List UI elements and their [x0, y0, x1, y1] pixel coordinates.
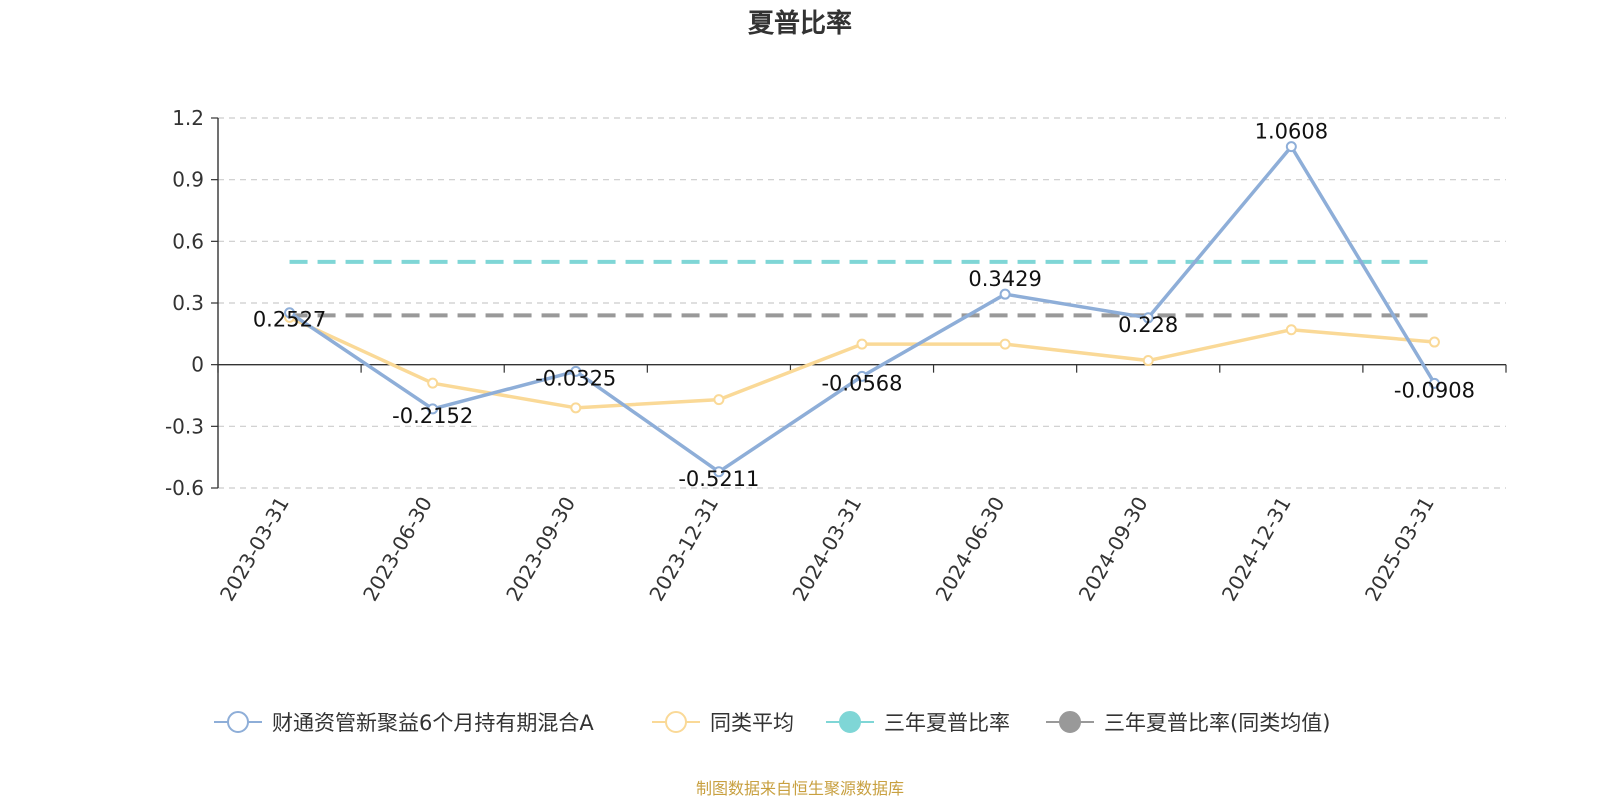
data-point[interactable] — [1285, 141, 1297, 153]
data-point[interactable] — [1142, 312, 1154, 324]
data-label: -0.2152 — [392, 404, 473, 428]
legend-item-3[interactable]: 三年夏普比率(同类均值) — [1046, 711, 1330, 735]
legend-marker — [1059, 711, 1081, 733]
y-tick-label: 0.9 — [172, 168, 204, 192]
data-point[interactable] — [570, 365, 582, 377]
grid-lines — [218, 117, 1506, 489]
data-label: 0.228 — [1118, 313, 1178, 337]
data-label: 1.0608 — [1255, 120, 1328, 144]
legend-marker — [665, 711, 687, 733]
y-tick-label: 1.2 — [172, 106, 204, 130]
x-tick-label: 2023-06-30 — [358, 492, 437, 605]
data-point[interactable] — [427, 377, 439, 389]
data-point[interactable] — [427, 403, 439, 415]
chart-title: 夏普比率 — [748, 8, 852, 39]
data-point[interactable] — [713, 394, 725, 406]
data-point[interactable] — [1285, 324, 1297, 336]
y-tick-label: -0.3 — [165, 414, 204, 438]
data-label: -0.5211 — [678, 467, 759, 491]
data-point[interactable] — [856, 370, 868, 382]
data-point[interactable] — [856, 338, 868, 350]
data-point[interactable] — [1428, 336, 1440, 348]
data-label: -0.0325 — [535, 366, 616, 390]
x-tick-label: 2023-03-31 — [215, 493, 294, 606]
data-label: 0.2527 — [253, 308, 326, 332]
legend-marker — [839, 711, 861, 733]
data-point[interactable] — [1142, 355, 1154, 367]
legend-label: 财通资管新聚益6个月持有期混合A — [272, 711, 594, 735]
data-label: 0.3429 — [968, 267, 1041, 291]
legend-item-2[interactable]: 三年夏普比率 — [826, 711, 1010, 735]
y-tick-label: 0.6 — [172, 229, 204, 253]
data-label: -0.0908 — [1394, 378, 1475, 402]
legend-label: 同类平均 — [710, 711, 794, 735]
x-tick-label: 2023-09-30 — [501, 493, 580, 606]
reference-lines — [289, 259, 1435, 318]
x-tick-label: 2024-03-31 — [787, 493, 866, 606]
legend-label: 三年夏普比率(同类均值) — [1104, 711, 1330, 735]
data-point[interactable] — [713, 466, 725, 478]
y-tick-label: 0 — [191, 353, 204, 377]
legend-item-0[interactable]: 财通资管新聚益6个月持有期混合A — [214, 711, 594, 735]
y-tick-label: -0.6 — [165, 476, 204, 500]
data-point[interactable] — [999, 338, 1011, 350]
legend-marker — [227, 711, 249, 733]
data-labels: 0.2527 -0.2152 -0.0325 -0.5211 -0.0568 0.3429… — [253, 120, 1475, 491]
x-tick-label: 2024-09-30 — [1074, 493, 1153, 606]
x-tick-label: 2024-12-31 — [1217, 493, 1296, 606]
legend[interactable]: 财通资管新聚益6个月持有期混合A 同类平均 三年夏普比率 三年夏普比率(同类均值) — [214, 711, 1330, 735]
legend-label: 三年夏普比率 — [884, 711, 1010, 735]
data-point[interactable] — [999, 288, 1011, 300]
data-point[interactable] — [1428, 377, 1440, 389]
x-tick-label: 2024-06-30 — [931, 493, 1010, 606]
y-tick-label: 0.3 — [172, 291, 204, 315]
x-tick-label: 2023-12-31 — [644, 493, 723, 606]
x-tick-label: 2025-03-31 — [1360, 493, 1439, 606]
data-point[interactable] — [284, 307, 296, 319]
legend-item-1[interactable]: 同类平均 — [652, 711, 794, 735]
series-lines — [284, 141, 1440, 478]
data-point[interactable] — [570, 402, 582, 414]
data-label: -0.0568 — [821, 371, 902, 395]
data-source-note: 制图数据来自恒生聚源数据库 — [696, 779, 904, 798]
